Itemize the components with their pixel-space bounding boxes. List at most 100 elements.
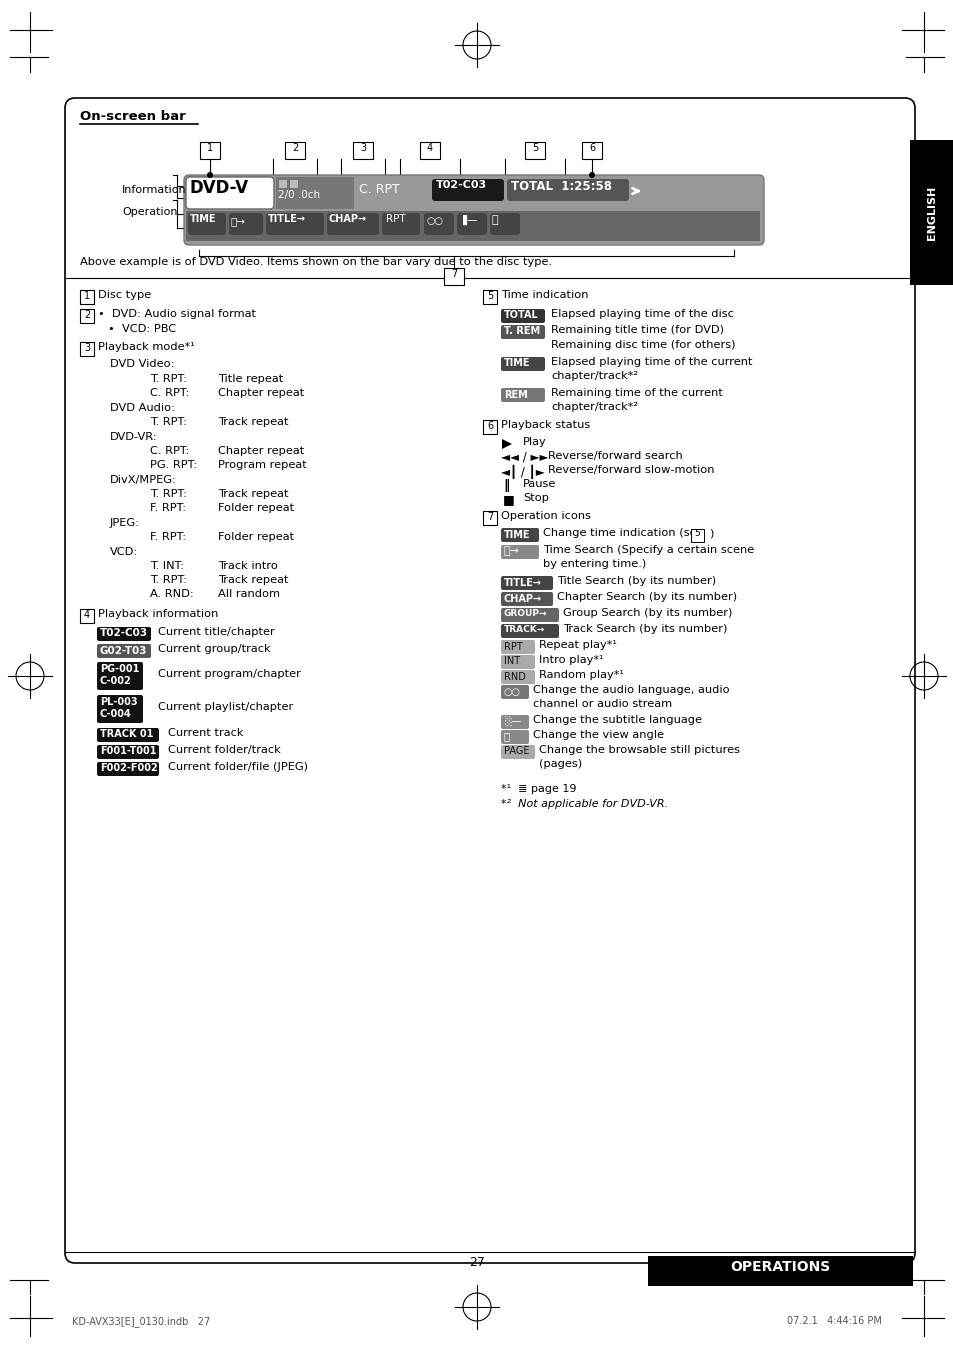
Text: ⌛→: ⌛→ — [503, 546, 519, 557]
FancyBboxPatch shape — [506, 178, 628, 201]
Text: T. RPT:: T. RPT: — [150, 416, 187, 427]
Text: Change the subtitle language: Change the subtitle language — [533, 715, 701, 725]
Text: 4: 4 — [84, 610, 90, 621]
Text: Time indication: Time indication — [500, 289, 588, 300]
Text: Current folder/file (JPEG): Current folder/file (JPEG) — [168, 763, 308, 772]
Text: 5: 5 — [486, 291, 493, 301]
Text: Current track: Current track — [168, 727, 243, 738]
FancyBboxPatch shape — [500, 324, 544, 339]
Text: •  VCD: PBC: • VCD: PBC — [108, 324, 176, 334]
Text: 5: 5 — [532, 143, 537, 153]
Text: *¹  ≣ page 19: *¹ ≣ page 19 — [500, 784, 576, 794]
Text: Program repeat: Program repeat — [218, 460, 307, 470]
FancyBboxPatch shape — [97, 695, 143, 723]
Text: C. RPT:: C. RPT: — [150, 446, 190, 456]
Text: Operation: Operation — [122, 207, 177, 218]
Bar — [524, 142, 544, 160]
Text: T. RPT:: T. RPT: — [150, 575, 187, 585]
Text: Title Search (by its number): Title Search (by its number) — [557, 576, 716, 585]
Circle shape — [207, 172, 213, 178]
Text: 7: 7 — [451, 269, 456, 279]
Bar — [443, 268, 463, 285]
FancyBboxPatch shape — [500, 730, 529, 744]
Text: OPERATIONS: OPERATIONS — [729, 1260, 829, 1274]
FancyBboxPatch shape — [432, 178, 503, 201]
Text: JPEG:: JPEG: — [110, 518, 140, 529]
Text: CHAP→: CHAP→ — [329, 214, 367, 224]
Text: Chapter repeat: Chapter repeat — [218, 446, 304, 456]
Bar — [647, 1256, 912, 1286]
Bar — [482, 420, 497, 434]
Bar — [277, 178, 287, 188]
Text: TIME: TIME — [190, 214, 216, 224]
Text: Disc type: Disc type — [98, 289, 152, 300]
Text: All random: All random — [218, 589, 280, 599]
Text: DVD Audio:: DVD Audio: — [110, 403, 174, 412]
FancyBboxPatch shape — [500, 654, 535, 669]
Bar — [482, 289, 497, 304]
FancyBboxPatch shape — [266, 214, 324, 235]
Text: PAGE: PAGE — [503, 746, 529, 757]
Text: PG-001: PG-001 — [100, 664, 139, 675]
Text: C-002: C-002 — [100, 676, 132, 685]
Text: RND: RND — [503, 672, 525, 681]
FancyBboxPatch shape — [97, 763, 159, 776]
Text: Pause: Pause — [522, 479, 556, 489]
Text: ‖: ‖ — [502, 479, 509, 492]
FancyBboxPatch shape — [500, 310, 544, 323]
Text: •  DVD: Audio signal format: • DVD: Audio signal format — [98, 310, 255, 319]
Bar — [80, 289, 94, 304]
FancyBboxPatch shape — [500, 529, 538, 542]
Text: Chapter repeat: Chapter repeat — [218, 388, 304, 397]
Text: 6: 6 — [486, 420, 493, 431]
Text: Group Search (by its number): Group Search (by its number) — [562, 608, 732, 618]
Text: F002-F002: F002-F002 — [100, 763, 157, 773]
Text: Time Search (Specify a certain scene: Time Search (Specify a certain scene — [542, 545, 754, 556]
Bar — [80, 310, 94, 323]
Text: Folder repeat: Folder repeat — [218, 503, 294, 512]
Text: 1: 1 — [207, 143, 213, 153]
FancyBboxPatch shape — [500, 671, 535, 684]
Text: Track repeat: Track repeat — [218, 575, 288, 585]
Text: Intro play*¹: Intro play*¹ — [538, 654, 603, 665]
FancyBboxPatch shape — [500, 592, 553, 606]
FancyBboxPatch shape — [500, 388, 544, 402]
FancyBboxPatch shape — [500, 576, 553, 589]
Text: Change the browsable still pictures: Change the browsable still pictures — [538, 745, 740, 754]
Text: 6: 6 — [588, 143, 595, 153]
Text: ⛹: ⛹ — [503, 731, 510, 741]
Text: Track repeat: Track repeat — [218, 489, 288, 499]
Text: Chapter Search (by its number): Chapter Search (by its number) — [557, 592, 737, 602]
Text: T02-C03: T02-C03 — [100, 629, 148, 638]
Text: Information: Information — [122, 185, 187, 195]
Text: Change time indication (see: Change time indication (see — [542, 529, 706, 538]
FancyBboxPatch shape — [500, 608, 558, 622]
Text: DVD Video:: DVD Video: — [110, 360, 174, 369]
Text: TIME: TIME — [503, 358, 530, 369]
Text: Playback mode*¹: Playback mode*¹ — [98, 342, 194, 352]
Text: 2: 2 — [84, 310, 90, 320]
FancyBboxPatch shape — [490, 214, 519, 235]
Bar — [690, 529, 703, 542]
Text: Playback information: Playback information — [98, 608, 218, 619]
Text: 5: 5 — [694, 530, 700, 538]
Text: *²  Not applicable for DVD-VR.: *² Not applicable for DVD-VR. — [500, 799, 667, 808]
Text: 1: 1 — [84, 291, 90, 301]
Text: Track repeat: Track repeat — [218, 416, 288, 427]
Text: DVD-V: DVD-V — [190, 178, 249, 197]
Text: Reverse/forward search: Reverse/forward search — [547, 452, 682, 461]
Text: Current group/track: Current group/track — [158, 644, 271, 654]
Text: 3: 3 — [84, 343, 90, 353]
Text: 3: 3 — [359, 143, 366, 153]
Text: C. RPT: C. RPT — [358, 183, 399, 196]
Text: ■: ■ — [502, 493, 515, 506]
Bar — [275, 177, 354, 210]
Text: Elapsed playing time of the current: Elapsed playing time of the current — [551, 357, 752, 366]
Text: F. RPT:: F. RPT: — [150, 531, 186, 542]
Text: C. RPT:: C. RPT: — [150, 388, 190, 397]
Text: Folder repeat: Folder repeat — [218, 531, 294, 542]
Bar — [186, 211, 760, 241]
FancyBboxPatch shape — [381, 214, 419, 235]
Bar — [200, 142, 220, 160]
Bar — [419, 142, 439, 160]
